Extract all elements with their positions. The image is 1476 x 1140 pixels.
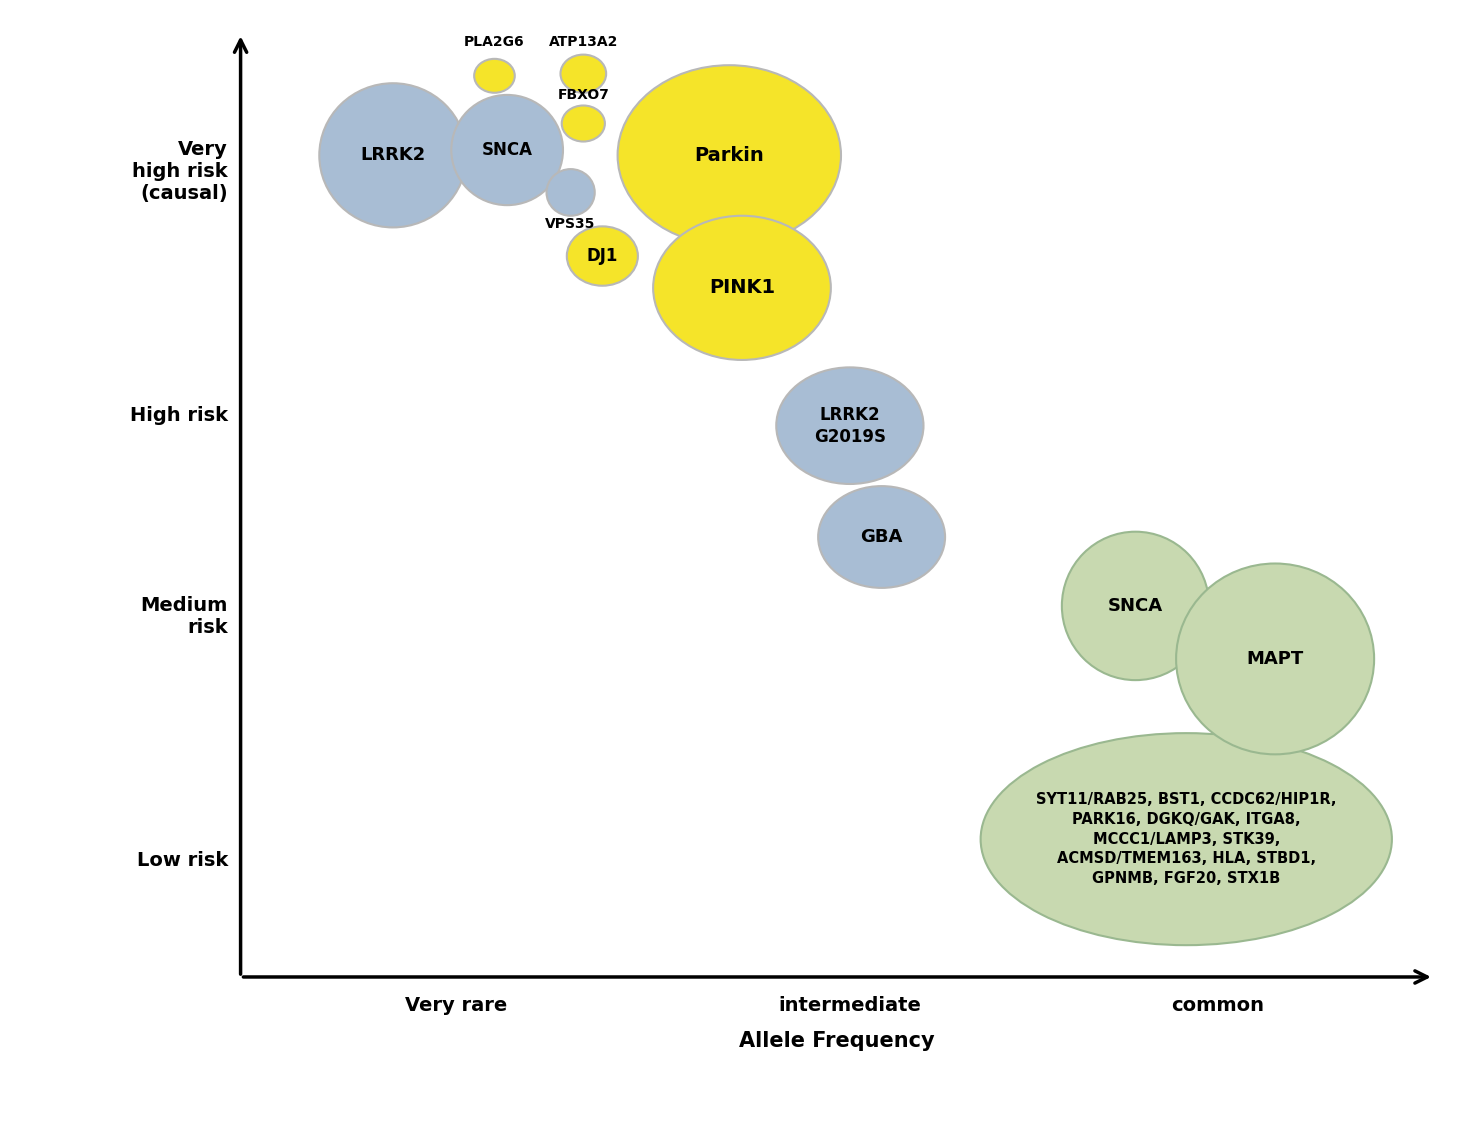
Ellipse shape [474, 59, 515, 92]
Text: PINK1: PINK1 [708, 278, 775, 298]
Ellipse shape [567, 227, 638, 286]
Ellipse shape [980, 733, 1392, 945]
Ellipse shape [452, 95, 562, 205]
Text: Very rare: Very rare [406, 996, 508, 1015]
Text: FBXO7: FBXO7 [558, 88, 610, 101]
Ellipse shape [319, 83, 466, 227]
Text: LRRK2
G2019S: LRRK2 G2019S [813, 406, 886, 446]
Ellipse shape [818, 486, 945, 588]
Text: common: common [1172, 996, 1265, 1015]
Text: LRRK2: LRRK2 [360, 146, 425, 164]
Text: Allele Frequency: Allele Frequency [739, 1031, 934, 1051]
Text: Low risk: Low risk [137, 850, 227, 870]
Text: Parkin: Parkin [694, 146, 765, 165]
Text: SYT11/RAB25, BST1, CCDC62/HIP1R,
PARK16, DGKQ/GAK, ITGA8,
MCCC1/LAMP3, STK39,
AC: SYT11/RAB25, BST1, CCDC62/HIP1R, PARK16,… [1036, 792, 1336, 886]
Ellipse shape [562, 106, 605, 141]
Ellipse shape [546, 169, 595, 215]
Text: GBA: GBA [861, 528, 903, 546]
Ellipse shape [776, 367, 924, 484]
Text: ATP13A2: ATP13A2 [549, 35, 618, 49]
Text: Very
high risk
(causal): Very high risk (causal) [133, 140, 227, 203]
Ellipse shape [654, 215, 831, 360]
Text: SNCA: SNCA [481, 141, 533, 158]
Ellipse shape [1176, 563, 1374, 755]
Ellipse shape [1061, 531, 1209, 681]
Text: PLA2G6: PLA2G6 [463, 35, 525, 49]
Text: SNCA: SNCA [1108, 597, 1163, 614]
Text: MAPT: MAPT [1247, 650, 1303, 668]
Text: High risk: High risk [130, 406, 227, 424]
Text: VPS35: VPS35 [546, 218, 596, 231]
Ellipse shape [561, 55, 607, 92]
Text: intermediate: intermediate [778, 996, 921, 1015]
Text: DJ1: DJ1 [586, 247, 618, 264]
Ellipse shape [617, 65, 841, 245]
Text: Medium
risk: Medium risk [140, 596, 227, 637]
